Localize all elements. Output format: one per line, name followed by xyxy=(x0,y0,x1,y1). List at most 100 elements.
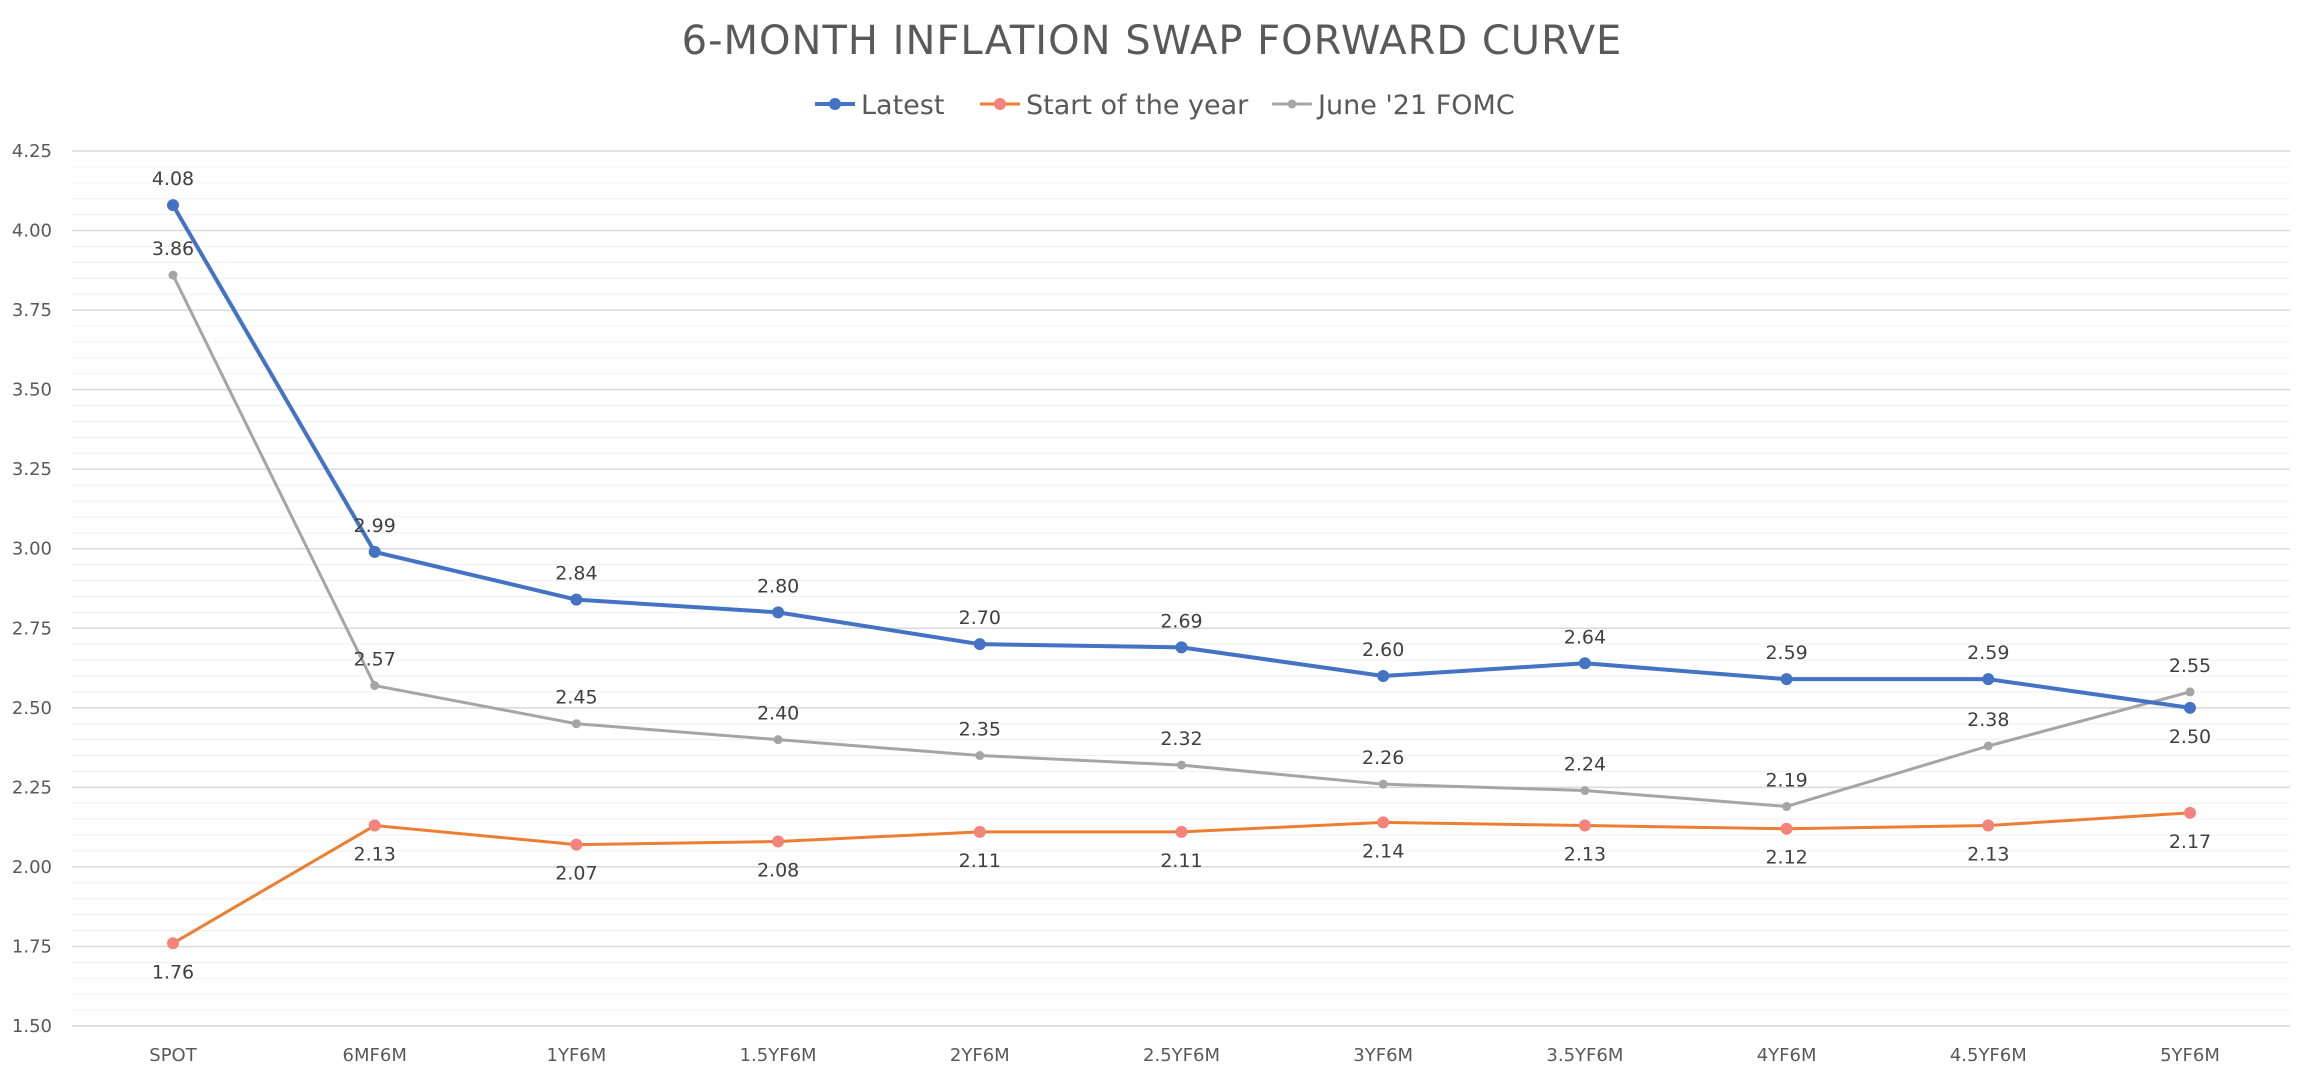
data-point xyxy=(368,819,381,832)
y-axis: 1.50 1.75 2.00 2.25 2.50 2.75 3.00 3.25 3.50 3.75… xyxy=(12,141,52,1037)
legend-label: Start of the year xyxy=(1026,90,1249,121)
data-labels: 4.08 2.99 2.84 2.80 2.70 2.69 2.60 2.64 2.59 2.59… xyxy=(152,168,2211,983)
data-point xyxy=(571,719,581,729)
x-tick-label: SPOT xyxy=(149,1045,197,1066)
data-point xyxy=(1175,641,1188,654)
legend-label: June '21 FOMC xyxy=(1316,90,1515,121)
data-point xyxy=(973,825,986,838)
data-point xyxy=(1177,760,1186,770)
series-layer xyxy=(167,199,2196,950)
legend-label: Latest xyxy=(861,90,944,121)
y-tick-label: 3.50 xyxy=(12,380,52,401)
data-point xyxy=(1782,801,1792,811)
legend-item-start-of-the-year: Start of the year xyxy=(980,90,1249,121)
y-tick-label: 2.25 xyxy=(12,777,52,798)
data-label: 3.86 xyxy=(152,238,194,260)
data-label: 2.24 xyxy=(1564,754,1606,776)
data-label: 1.76 xyxy=(152,961,194,983)
data-label: 2.59 xyxy=(1967,642,2009,664)
data-point xyxy=(1578,819,1591,832)
data-point xyxy=(1377,670,1390,682)
data-label: 2.50 xyxy=(2169,726,2211,748)
gridlines xyxy=(72,150,2290,1027)
data-label: 2.38 xyxy=(1967,709,2009,731)
data-label: 2.69 xyxy=(1160,610,1202,632)
data-label: 2.70 xyxy=(959,607,1001,629)
legend-marker xyxy=(829,98,841,110)
data-point xyxy=(773,735,783,745)
data-point xyxy=(1780,673,1793,686)
data-point xyxy=(2185,687,2195,697)
x-tick-label: 3.5YF6M xyxy=(1546,1045,1623,1066)
data-point xyxy=(167,937,179,950)
y-tick-label: 3.75 xyxy=(12,300,52,321)
y-tick-label: 2.50 xyxy=(12,698,52,719)
data-point xyxy=(1780,822,1793,835)
legend-marker xyxy=(1287,99,1297,109)
data-label: 2.59 xyxy=(1765,642,1807,664)
data-label: 2.13 xyxy=(1967,844,2009,866)
data-label: 2.57 xyxy=(354,649,396,671)
data-label: 2.13 xyxy=(1564,844,1606,866)
data-label: 2.08 xyxy=(757,859,799,881)
data-point xyxy=(772,835,785,848)
data-point xyxy=(772,606,785,619)
data-label: 2.35 xyxy=(959,719,1001,741)
data-point xyxy=(1982,819,1995,832)
data-label: 2.40 xyxy=(757,703,799,725)
y-tick-label: 4.00 xyxy=(12,221,52,242)
y-tick-label: 3.25 xyxy=(12,459,52,480)
data-point xyxy=(2184,806,2196,819)
data-point xyxy=(1983,741,1993,751)
legend-item-june-21-fomc: June '21 FOMC xyxy=(1272,90,1515,121)
y-tick-label: 2.75 xyxy=(12,618,52,639)
legend-marker xyxy=(994,98,1006,110)
data-label: 2.17 xyxy=(2169,831,2211,853)
x-tick-label: 2YF6M xyxy=(950,1045,1010,1066)
data-point xyxy=(1982,673,1995,686)
data-point xyxy=(570,838,583,851)
y-tick-label: 4.25 xyxy=(12,141,52,162)
data-label: 2.32 xyxy=(1160,728,1202,750)
data-point xyxy=(1175,825,1188,838)
data-label: 2.60 xyxy=(1362,639,1404,661)
data-label: 2.84 xyxy=(555,563,597,585)
chart-title: 6-MONTH INFLATION SWAP FORWARD CURVE xyxy=(682,18,1623,64)
data-label: 2.64 xyxy=(1564,626,1606,648)
x-tick-label: 4YF6M xyxy=(1757,1045,1817,1066)
data-label: 2.07 xyxy=(555,863,597,885)
data-point xyxy=(167,199,179,212)
data-point xyxy=(570,593,583,606)
data-point xyxy=(368,545,381,558)
data-label: 2.45 xyxy=(555,687,597,709)
data-point xyxy=(370,681,380,691)
data-label: 2.26 xyxy=(1362,747,1404,769)
data-label: 2.55 xyxy=(2169,655,2211,677)
y-tick-label: 1.75 xyxy=(12,936,52,957)
data-label: 2.11 xyxy=(959,850,1001,872)
legend: Latest Start of the year June '21 FOMC xyxy=(815,90,1515,121)
data-point xyxy=(2184,701,2196,714)
x-tick-label: 1.5YF6M xyxy=(740,1045,817,1066)
data-label: 2.19 xyxy=(1765,769,1807,791)
data-point xyxy=(168,270,178,280)
data-point xyxy=(1580,786,1590,796)
x-axis: SPOT 6MF6M 1YF6M 1.5YF6M 2YF6M 2.5YF6M 3YF6M 3.… xyxy=(149,1045,2220,1066)
x-tick-label: 5YF6M xyxy=(2160,1045,2220,1066)
data-label: 2.14 xyxy=(1362,840,1404,862)
y-tick-label: 1.50 xyxy=(12,1016,52,1037)
data-label: 4.08 xyxy=(152,168,194,190)
data-label: 2.80 xyxy=(757,575,799,597)
data-label: 2.99 xyxy=(354,515,396,537)
data-point xyxy=(1378,779,1388,789)
data-label: 2.12 xyxy=(1765,847,1807,869)
data-point xyxy=(1578,657,1591,670)
y-tick-label: 3.00 xyxy=(12,539,52,560)
x-tick-label: 6MF6M xyxy=(343,1045,407,1066)
x-tick-label: 4.5YF6M xyxy=(1950,1045,2027,1066)
data-point xyxy=(975,751,985,761)
legend-item-latest: Latest xyxy=(815,90,944,121)
